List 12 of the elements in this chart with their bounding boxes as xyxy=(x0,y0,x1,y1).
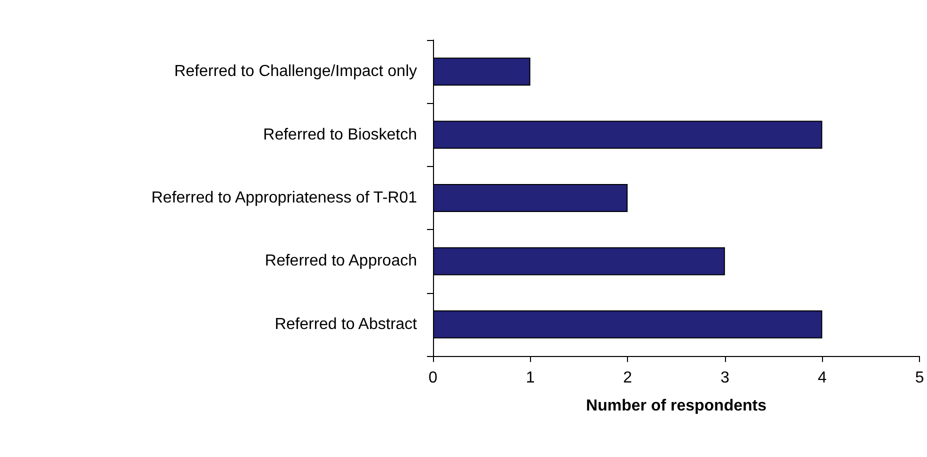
x-tick-label: 4 xyxy=(818,370,827,386)
x-tick-label: 2 xyxy=(623,370,632,386)
x-tick-label: 5 xyxy=(915,370,924,386)
y-tick-label: Referred to Approach xyxy=(264,252,417,270)
x-tick-label: 1 xyxy=(526,370,535,386)
x-tick-label: 3 xyxy=(720,370,730,386)
x-axis-title: Number of respondents xyxy=(586,398,767,414)
y-tick-label: Referred to Appropriateness of T-R01 xyxy=(151,190,418,206)
y-tick-label: Referred to Abstract xyxy=(274,316,418,333)
x-tick-label: 0 xyxy=(428,370,438,386)
y-tick-label: Referred to Challenge/Impact only xyxy=(174,63,417,80)
y-tick-label: Referred to Biosketch xyxy=(263,126,417,144)
